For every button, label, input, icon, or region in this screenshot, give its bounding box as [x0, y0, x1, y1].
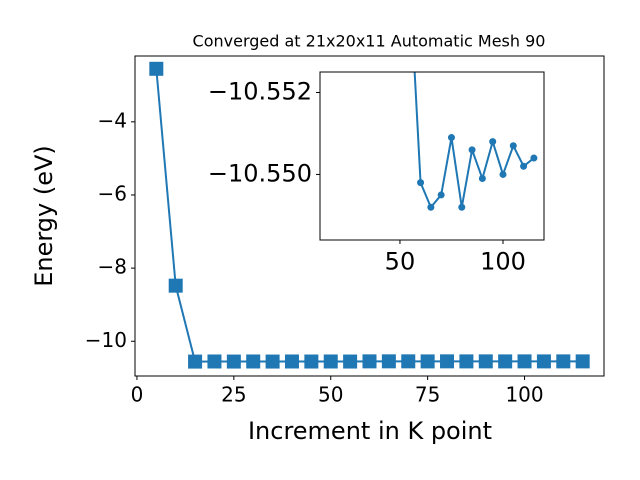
data-marker	[343, 354, 358, 369]
data-marker	[427, 203, 435, 211]
x-tick-label: 0	[131, 383, 144, 407]
data-marker	[246, 354, 261, 369]
data-marker	[265, 354, 280, 369]
data-marker	[520, 162, 528, 170]
data-marker	[417, 179, 425, 187]
x-axis-label: Increment in K point	[248, 417, 492, 445]
data-marker	[420, 354, 435, 369]
data-marker	[499, 170, 507, 178]
data-marker	[323, 354, 338, 369]
axes-background	[320, 72, 544, 240]
data-marker	[459, 354, 474, 369]
data-marker	[478, 354, 493, 369]
data-marker	[530, 154, 538, 162]
axes-frame	[319, 71, 545, 241]
x-tick-label: 100	[480, 247, 526, 275]
data-marker	[478, 175, 486, 183]
data-marker	[575, 354, 590, 369]
data-marker	[437, 191, 445, 199]
data-marker	[362, 354, 377, 369]
y-tick-label: −4	[98, 108, 127, 132]
data-marker	[447, 134, 455, 142]
data-marker	[440, 354, 455, 369]
x-tick-label: 100	[505, 383, 543, 407]
x-tick-label: 75	[415, 383, 440, 407]
data-marker	[381, 354, 396, 369]
data-marker	[226, 354, 241, 369]
data-marker	[458, 203, 466, 211]
x-tick-label: 50	[318, 383, 343, 407]
data-marker	[536, 354, 551, 369]
data-marker	[489, 138, 497, 146]
data-marker	[498, 354, 513, 369]
data-marker	[304, 354, 319, 369]
data-marker	[168, 278, 183, 293]
x-tick-label: 50	[385, 247, 416, 275]
axes-frame	[134, 55, 605, 377]
y-tick-label: −6	[98, 181, 127, 205]
data-marker	[556, 354, 571, 369]
y-tick-label: −10.550	[208, 159, 312, 187]
y-axis-label: Energy (eV)	[30, 145, 58, 287]
data-marker	[509, 142, 517, 150]
data-marker	[401, 354, 416, 369]
y-tick-label: −8	[98, 255, 127, 279]
data-marker	[468, 146, 476, 154]
data-marker	[149, 61, 164, 76]
data-marker	[284, 354, 299, 369]
y-tick-label: −10.552	[208, 77, 312, 105]
data-marker	[207, 354, 222, 369]
chart-title: Converged at 21x20x11 Automatic Mesh 90	[193, 32, 546, 51]
x-tick-label: 25	[221, 383, 246, 407]
data-marker	[188, 354, 203, 369]
plot-area	[149, 61, 590, 369]
data-marker	[517, 354, 532, 369]
y-tick-label: −10	[85, 328, 127, 352]
plot-area	[413, 72, 538, 211]
